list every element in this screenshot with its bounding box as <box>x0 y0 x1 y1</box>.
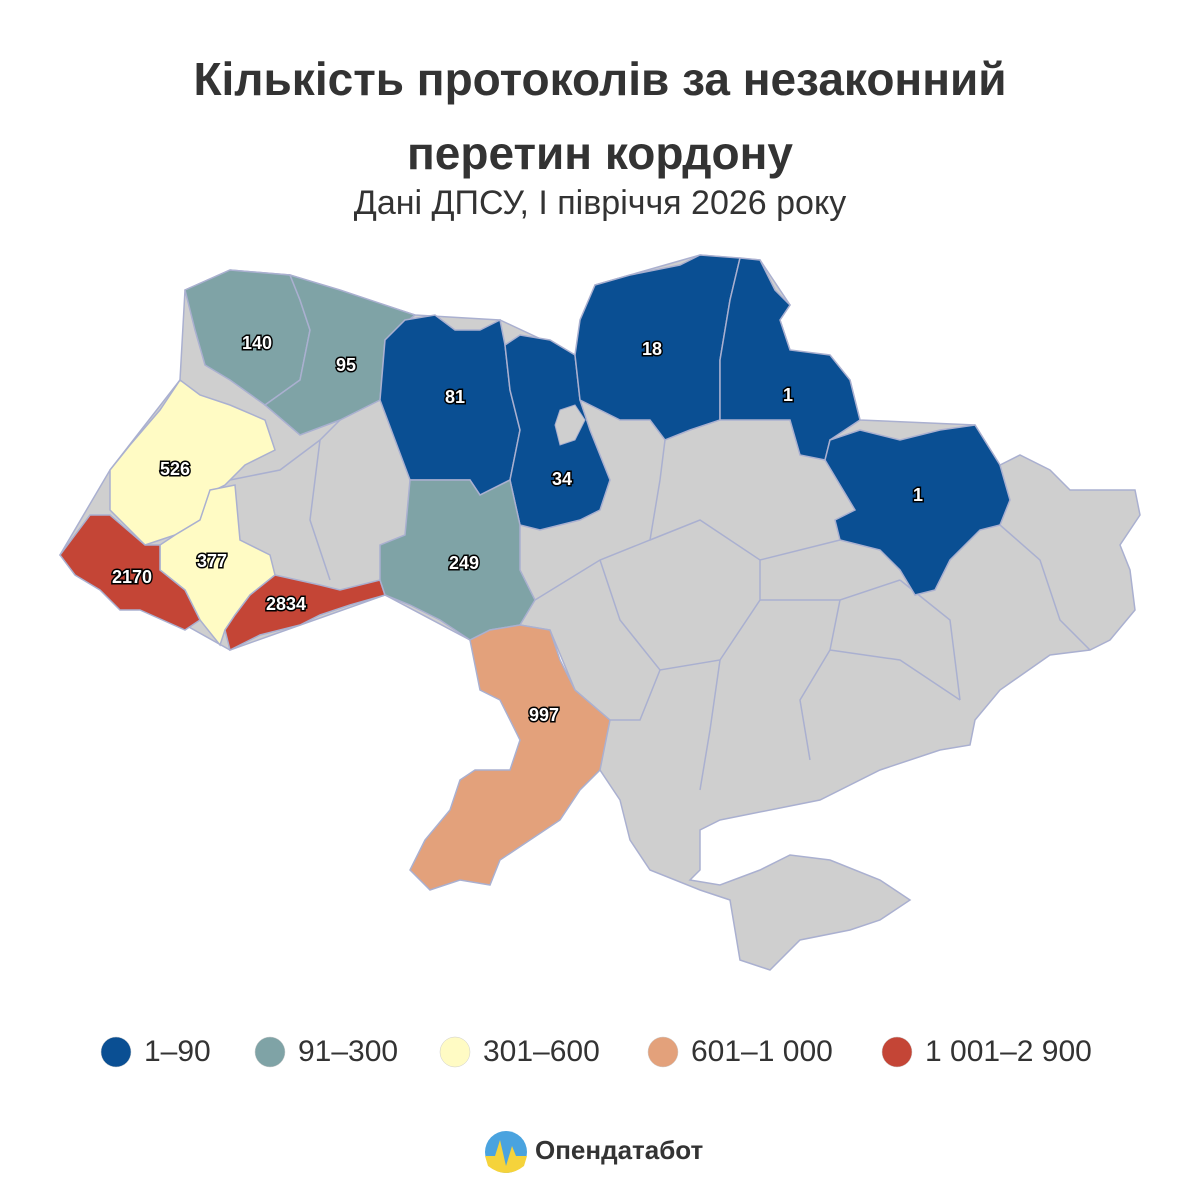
legend-label: 91–300 <box>298 1035 398 1068</box>
subtitle: Дані ДПСУ, І півріччя 2026 року <box>353 184 847 222</box>
kyiv-city <box>554 404 586 446</box>
legend-label: 1–90 <box>144 1035 211 1068</box>
region-value: 2834 <box>266 594 306 614</box>
region-value: 1 <box>783 385 793 405</box>
legend-swatch <box>881 1036 913 1068</box>
region <box>224 574 386 652</box>
region <box>159 484 276 647</box>
region-value: 95 <box>336 355 356 375</box>
legend-label: 1 001–2 900 <box>925 1035 1092 1068</box>
brand-name: Опендатабот <box>535 1135 704 1165</box>
region <box>824 424 1011 596</box>
legend-swatch <box>439 1036 471 1068</box>
region-value: 1 <box>913 485 923 505</box>
logo-wave <box>485 1140 527 1173</box>
region <box>719 257 861 461</box>
legend-label: 601–1 000 <box>691 1035 833 1068</box>
region-value: 140 <box>242 333 272 353</box>
region-value: 2170 <box>112 567 152 587</box>
brand-logo <box>485 1131 527 1173</box>
region <box>409 624 611 891</box>
title: Кількість протоколів за незаконний перет… <box>193 53 1007 179</box>
legend-label: 301–600 <box>483 1035 600 1068</box>
region-value: 81 <box>445 387 465 407</box>
region-value: 377 <box>197 551 227 571</box>
region-value: 997 <box>529 705 559 725</box>
region-value: 34 <box>552 469 572 489</box>
region <box>263 273 417 436</box>
region-value: 526 <box>160 459 190 479</box>
legend-swatch <box>100 1036 132 1068</box>
region-value: 18 <box>642 339 662 359</box>
region <box>59 514 201 631</box>
legend-swatch <box>647 1036 679 1068</box>
region-value: 249 <box>449 553 479 573</box>
legend-swatch <box>254 1036 286 1068</box>
